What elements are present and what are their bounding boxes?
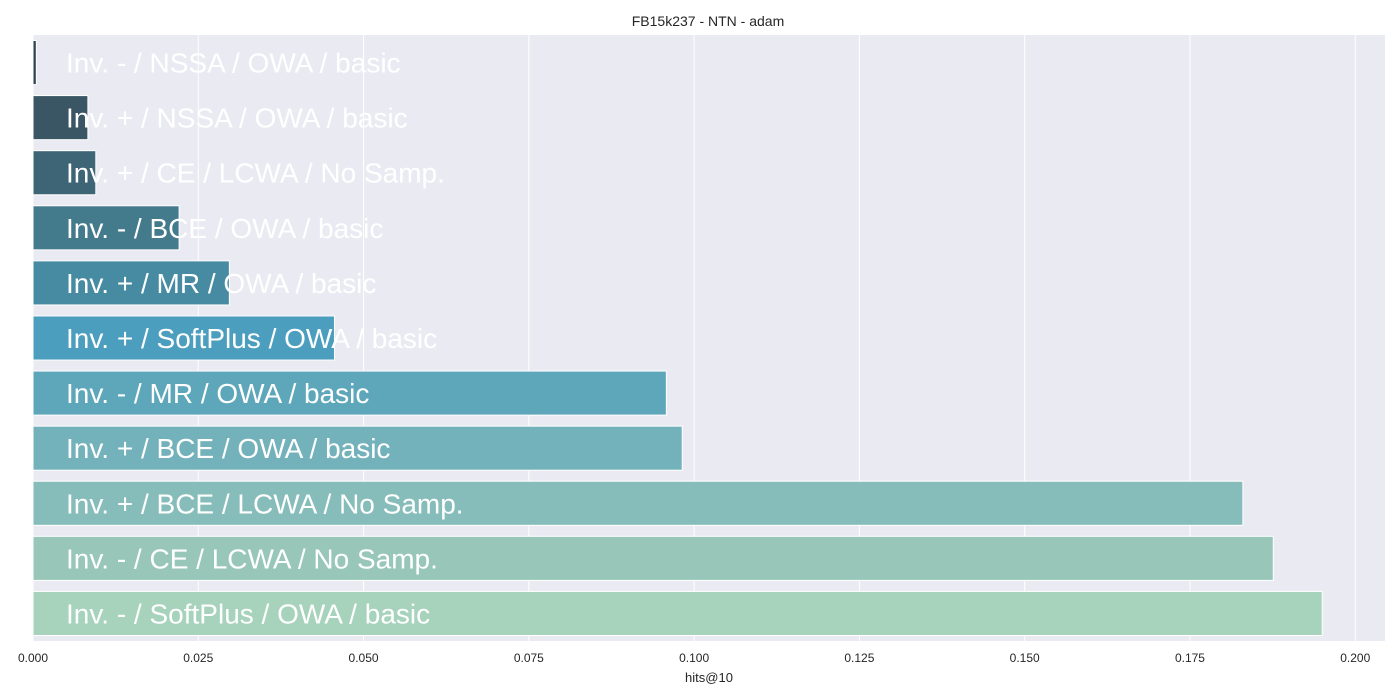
bar (32, 40, 37, 86)
bar (32, 260, 230, 306)
bar-label: Inv. + / CE / LCWA / No Samp. (66, 158, 445, 189)
bar-label: Inv. + / BCE / OWA / basic (66, 433, 390, 464)
x-tick-label: 0.175 (1175, 651, 1205, 665)
x-tick-label: 0.150 (1010, 651, 1040, 665)
bar (32, 315, 335, 361)
bar-series (32, 40, 1323, 636)
bar-label: Inv. - / MR / OWA / basic (66, 378, 369, 409)
bar-label: Inv. - / BCE / OWA / basic (66, 213, 383, 244)
bar-label: Inv. + / BCE / LCWA / No Samp. (66, 488, 464, 519)
bar (32, 205, 180, 251)
x-tick-label: 0.100 (679, 651, 709, 665)
x-tick-label: 0.200 (1340, 651, 1370, 665)
x-axis-label: hits@10 (685, 670, 733, 685)
x-tick-label: 0.075 (514, 651, 544, 665)
bar (32, 480, 1244, 526)
x-tick-label: 0.050 (349, 651, 379, 665)
bar-label: Inv. + / MR / OWA / basic (66, 268, 376, 299)
bar (32, 535, 1274, 581)
bar (32, 425, 683, 471)
bar-label: Inv. - / SoftPlus / OWA / basic (66, 598, 430, 629)
chart-title: FB15k237 - NTN - adam (632, 13, 785, 29)
bar-label: Inv. + / SoftPlus / OWA / basic (66, 323, 437, 354)
bar-labels: Inv. - / NSSA / OWA / basic Inv. + / NSSA… (66, 48, 464, 630)
bar (32, 150, 97, 196)
x-tick-label: 0.125 (844, 651, 874, 665)
bar-label: Inv. - / NSSA / OWA / basic (66, 48, 401, 79)
x-tick-label: 0.000 (18, 651, 48, 665)
bar (32, 95, 89, 141)
bar-label: Inv. - / CE / LCWA / No Samp. (66, 543, 438, 574)
bar (32, 370, 667, 416)
x-tick-label: 0.025 (183, 651, 213, 665)
bar-label: Inv. + / NSSA / OWA / basic (66, 103, 408, 134)
bar (32, 590, 1323, 636)
x-axis-ticks: 0.000 0.025 0.050 0.075 0.100 0.125 0.150 0.175… (18, 651, 1371, 665)
